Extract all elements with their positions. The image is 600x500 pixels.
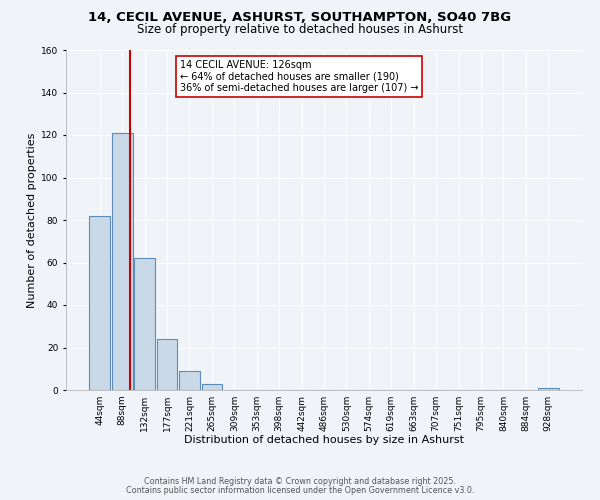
Text: Contains HM Land Registry data © Crown copyright and database right 2025.: Contains HM Land Registry data © Crown c…	[144, 477, 456, 486]
Bar	[538, 388, 559, 390]
Bar	[112, 133, 133, 390]
Text: 14, CECIL AVENUE, ASHURST, SOUTHAMPTON, SO40 7BG: 14, CECIL AVENUE, ASHURST, SOUTHAMPTON, …	[88, 11, 512, 24]
Bar	[157, 339, 178, 390]
Text: Size of property relative to detached houses in Ashurst: Size of property relative to detached ho…	[137, 24, 463, 36]
Bar	[89, 216, 110, 390]
Bar	[134, 258, 155, 390]
Text: Contains public sector information licensed under the Open Government Licence v3: Contains public sector information licen…	[126, 486, 474, 495]
Text: 14 CECIL AVENUE: 126sqm
← 64% of detached houses are smaller (190)
36% of semi-d: 14 CECIL AVENUE: 126sqm ← 64% of detache…	[179, 60, 418, 94]
X-axis label: Distribution of detached houses by size in Ashurst: Distribution of detached houses by size …	[184, 436, 464, 446]
Y-axis label: Number of detached properties: Number of detached properties	[27, 132, 37, 308]
Bar	[179, 371, 200, 390]
Bar	[202, 384, 222, 390]
